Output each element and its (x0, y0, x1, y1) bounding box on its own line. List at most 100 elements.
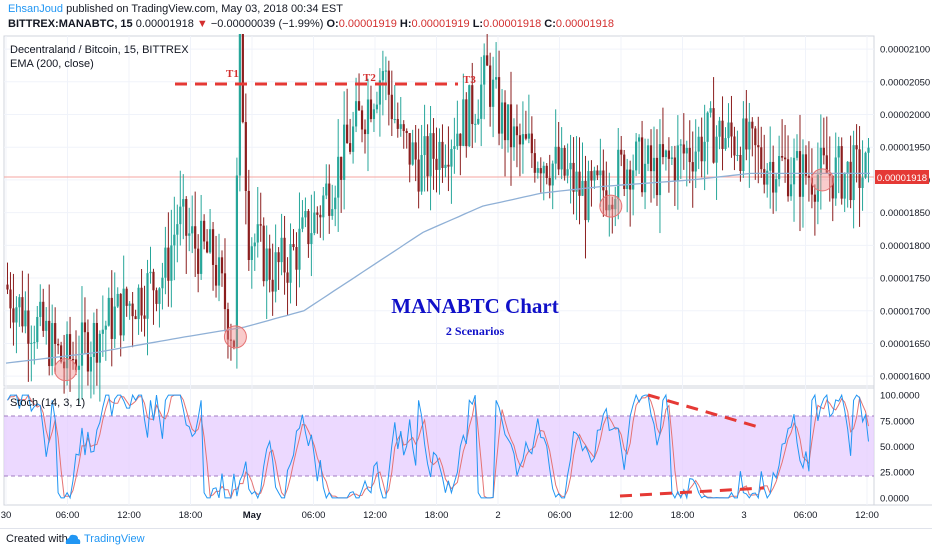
candle-body (334, 197, 337, 210)
candle-body (670, 157, 673, 159)
footer-brand[interactable]: TradingView (84, 533, 145, 545)
candle-body (703, 141, 706, 162)
candle-body (313, 212, 316, 234)
candle-body (685, 147, 688, 154)
candle-body (813, 194, 816, 202)
candle-body (623, 154, 626, 190)
time-tick-label: 06:00 (302, 510, 326, 521)
candle-body (122, 288, 125, 336)
candle-body (643, 163, 647, 193)
candle-body (280, 237, 283, 263)
candle-body (512, 126, 516, 148)
stoch-band-fill (4, 416, 874, 476)
stoch-k-line (7, 393, 869, 500)
candle-body (786, 159, 790, 197)
price-chart[interactable]: T1 T2 T3 MANABTC Chart 2 Scenarios Decen… (0, 34, 932, 528)
candle-body (223, 273, 227, 310)
candle-body (271, 279, 274, 292)
candle-body (54, 323, 57, 344)
candle-body (402, 124, 405, 131)
candle-body (250, 246, 253, 260)
candle-body (92, 322, 95, 357)
candle-body (60, 345, 63, 362)
stoch-wedge-annotation (619, 393, 765, 498)
candle-body (772, 161, 775, 193)
stoch-scale[interactable]: 100.0000 75.0000 50.0000 25.0000 0.0000 (880, 391, 920, 505)
candle-body (351, 126, 355, 152)
candle-body (822, 147, 825, 156)
candle-body (632, 170, 635, 190)
candle-body (855, 145, 858, 150)
candle-body (760, 147, 763, 170)
price-scale[interactable]: 0.00002100 0.00002050 0.00002000 0.00001950… (880, 45, 930, 383)
candle-body (733, 136, 736, 156)
candle-body (715, 136, 718, 163)
symbol-line: BITTREX:MANABTC, 15 0.00001918 ▼ −0.0000… (8, 18, 614, 30)
candle-body (795, 151, 799, 158)
candle-body (533, 153, 536, 173)
candle-body (253, 242, 256, 247)
candle-body (700, 136, 703, 162)
candle-body (840, 146, 843, 199)
stoch-tick-label: 50.0000 (880, 442, 914, 453)
candle-body (337, 156, 340, 198)
candle-body (527, 133, 530, 139)
candle-body (68, 334, 72, 359)
candle-body (283, 237, 286, 273)
candle-body (289, 244, 292, 283)
candle-body (828, 172, 831, 176)
candle-body (611, 204, 614, 210)
candle-body (24, 310, 27, 327)
candle-body (51, 323, 54, 367)
price-tick-label: 0.00001750 (880, 274, 930, 285)
time-tick-label: 12:00 (117, 510, 141, 521)
price-tick-label: 0.00001950 (880, 143, 930, 154)
candle-body (676, 145, 679, 181)
candle-body (783, 157, 787, 160)
candle-body (444, 164, 447, 168)
tradingview-logo-icon[interactable] (64, 532, 82, 546)
circled-low-marker (599, 194, 623, 218)
candle-body (617, 149, 620, 200)
candle-body (649, 145, 653, 172)
candle-body (584, 180, 587, 221)
candle-body (494, 77, 498, 80)
main-legend-indicator: EMA (200, close) (10, 58, 94, 70)
candle-body (325, 183, 328, 196)
candle-body (557, 146, 560, 170)
candle-body (89, 356, 93, 372)
candle-body (569, 162, 572, 170)
ohlc-low-label: L: (472, 18, 484, 30)
candle-body (203, 220, 206, 242)
candle-body (834, 157, 837, 199)
change-arrow-icon: ▼ (196, 18, 208, 30)
time-tick-label: 06:00 (548, 510, 572, 521)
circled-low-marker (810, 168, 834, 192)
candle-body (575, 171, 578, 192)
candle-body (849, 161, 852, 201)
candle-body (232, 340, 236, 347)
candle-body (194, 226, 197, 249)
candle-body (378, 80, 382, 105)
current-price: 0.00001918 (135, 18, 194, 30)
candle-body (360, 110, 364, 130)
candle-body (170, 245, 173, 281)
candle-body (340, 156, 343, 180)
candle-body (134, 316, 137, 320)
time-tick-label: 18:00 (671, 510, 695, 521)
author-link[interactable]: EhsanJoud (8, 3, 64, 15)
candle-body (810, 177, 814, 195)
candle-body (664, 150, 668, 158)
candle-body (807, 175, 811, 178)
chart-annotation-subtitle: 2 Scenarios (446, 324, 505, 338)
candle-body (161, 277, 164, 289)
circled-low-marker (54, 358, 78, 382)
time-scale[interactable]: 30 06:00 12:00 18:00 May 06:00 12:00 18:00 2 06:0… (1, 510, 879, 521)
candle-body (292, 244, 295, 248)
candle-body (349, 143, 352, 152)
ohlc-low-value: 0.00001918 (483, 18, 542, 30)
candle-body (524, 134, 527, 139)
candle-body (486, 55, 489, 66)
candle-body (399, 124, 402, 129)
candle-body (244, 122, 247, 191)
